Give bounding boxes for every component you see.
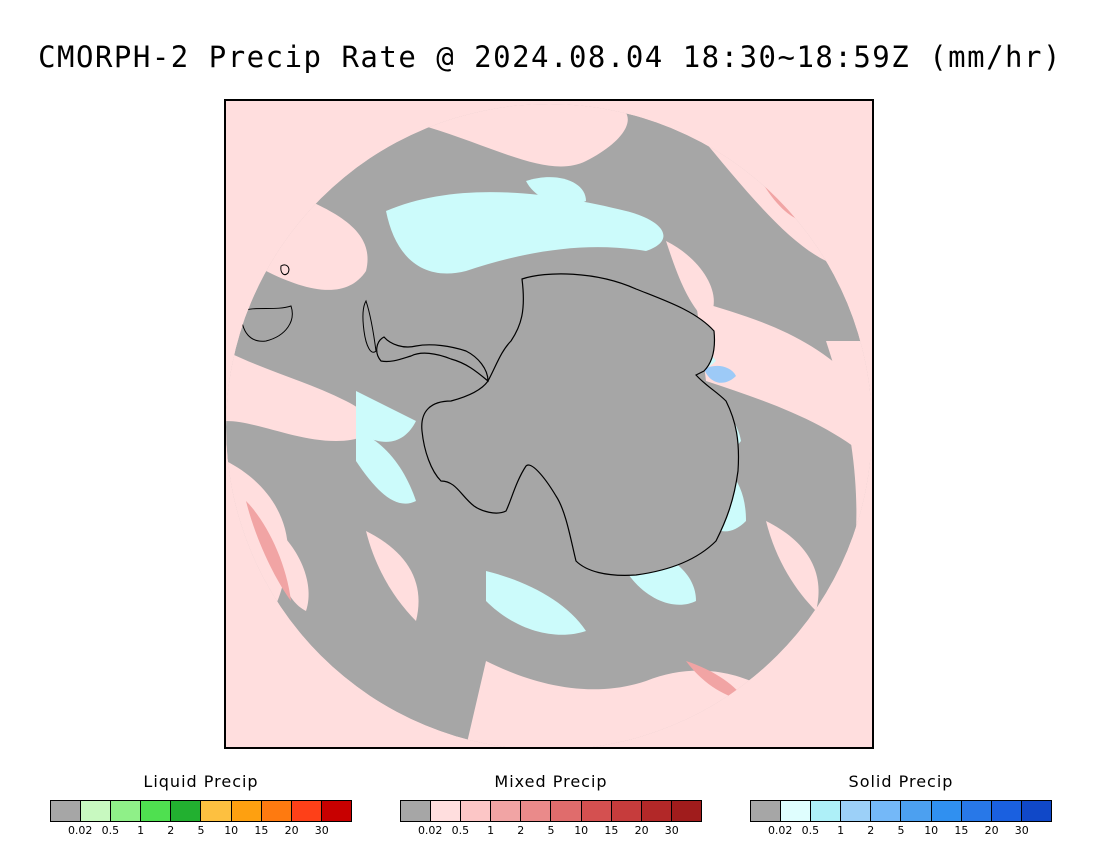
legend-solid-swatch xyxy=(901,801,932,821)
legend-liquid-tick: 1 xyxy=(137,824,145,837)
legend-liquid-swatch xyxy=(141,801,172,821)
legend-mixed-ticks: 0.02 0.5 1 2 5 10 15 20 30 xyxy=(400,824,702,838)
legend-liquid-title: Liquid Precip xyxy=(143,772,259,791)
legend-solid-tick: 10 xyxy=(924,824,939,837)
legend-mixed-tick: 1 xyxy=(487,824,495,837)
legend-mixed-tick: 20 xyxy=(634,824,649,837)
legend-mixed-swatch xyxy=(521,801,552,821)
legend-solid-swatches xyxy=(750,800,1052,822)
legend-solid-swatch xyxy=(811,801,842,821)
legend-mixed-swatch xyxy=(491,801,522,821)
legend-liquid-tick: 5 xyxy=(197,824,205,837)
legend-liquid-tick: 10 xyxy=(224,824,239,837)
legend-mixed-swatch xyxy=(611,801,642,821)
legend-solid-tick: 30 xyxy=(1014,824,1029,837)
legend-mixed-tick: 0.02 xyxy=(417,824,443,837)
legend-mixed-tick: 10 xyxy=(574,824,589,837)
legend-mixed-swatch xyxy=(401,801,432,821)
antarctica-coastline xyxy=(421,273,740,576)
polar-map xyxy=(224,99,874,749)
legend-solid-ticks: 0.02 0.5 1 2 5 10 15 20 30 xyxy=(750,824,1052,838)
legend-solid-tick: 0.02 xyxy=(767,824,793,837)
legend-mixed-tick: 0.5 xyxy=(451,824,470,837)
legend-mixed-tick: 2 xyxy=(517,824,525,837)
legend-mixed-tick: 30 xyxy=(664,824,679,837)
antarctic-peninsula xyxy=(376,336,489,383)
legend-solid-tick: 15 xyxy=(954,824,969,837)
legend-liquid-swatches xyxy=(50,800,352,822)
legend-liquid-swatch xyxy=(51,801,82,821)
legend-mixed-swatches xyxy=(400,800,702,822)
legend-mixed-tick: 15 xyxy=(604,824,619,837)
legend-solid-swatch xyxy=(871,801,902,821)
legend-mixed-swatch xyxy=(431,801,462,821)
legend-liquid-swatch xyxy=(201,801,232,821)
legend-liquid-swatch xyxy=(81,801,112,821)
legend-mixed-swatch xyxy=(641,801,672,821)
legend-solid: Solid Precip 0.02 0.5 1 2 5 10 15 20 30 xyxy=(750,772,1052,838)
legend-liquid-swatch xyxy=(321,801,351,821)
legend-solid-tick: 1 xyxy=(837,824,845,837)
legend-liquid-tick: 15 xyxy=(254,824,269,837)
legend-liquid-swatch xyxy=(171,801,202,821)
legend-mixed-tick: 5 xyxy=(547,824,555,837)
legend-mixed-swatch xyxy=(461,801,492,821)
legend-liquid-tick: 2 xyxy=(167,824,175,837)
legend-liquid-swatch xyxy=(261,801,292,821)
chart-title: CMORPH-2 Precip Rate @ 2024.08.04 18:30~… xyxy=(38,40,1062,74)
legend-mixed-title: Mixed Precip xyxy=(494,772,608,791)
legend-solid-tick: 20 xyxy=(984,824,999,837)
legend-solid-swatch xyxy=(781,801,812,821)
legend-solid-tick: 2 xyxy=(867,824,875,837)
legend-liquid-swatch xyxy=(291,801,322,821)
legend-liquid-swatch xyxy=(231,801,262,821)
legend-solid-swatch xyxy=(961,801,992,821)
legend-solid-swatch xyxy=(751,801,782,821)
island-small xyxy=(280,264,290,276)
polar-map-svg xyxy=(226,101,872,747)
legend-solid-swatch xyxy=(1021,801,1051,821)
legend-liquid-tick: 30 xyxy=(314,824,329,837)
legend-solid-tick: 0.5 xyxy=(801,824,820,837)
legend-mixed-swatch xyxy=(671,801,701,821)
legend-mixed: Mixed Precip 0.02 0.5 1 2 5 10 15 20 30 xyxy=(400,772,702,838)
legend-solid-tick: 5 xyxy=(897,824,905,837)
legend-liquid-ticks: 0.02 0.5 1 2 5 10 15 20 30 xyxy=(50,824,352,838)
south-america-tip xyxy=(362,299,377,353)
legend-mixed-swatch xyxy=(551,801,582,821)
legend-solid-swatch xyxy=(931,801,962,821)
legend-mixed-swatch xyxy=(581,801,612,821)
new-zealand xyxy=(240,305,293,342)
legend-liquid-tick: 20 xyxy=(284,824,299,837)
legend-solid-swatch xyxy=(991,801,1022,821)
legend-liquid-tick: 0.5 xyxy=(101,824,120,837)
legend-solid-swatch xyxy=(841,801,872,821)
legend-liquid-tick: 0.02 xyxy=(67,824,93,837)
legend-liquid-swatch xyxy=(111,801,142,821)
legend-solid-title: Solid Precip xyxy=(848,772,954,791)
solid-precip-medium xyxy=(704,365,736,383)
legend-liquid: Liquid Precip 0.02 0.5 1 2 5 10 15 20 30 xyxy=(50,772,352,838)
